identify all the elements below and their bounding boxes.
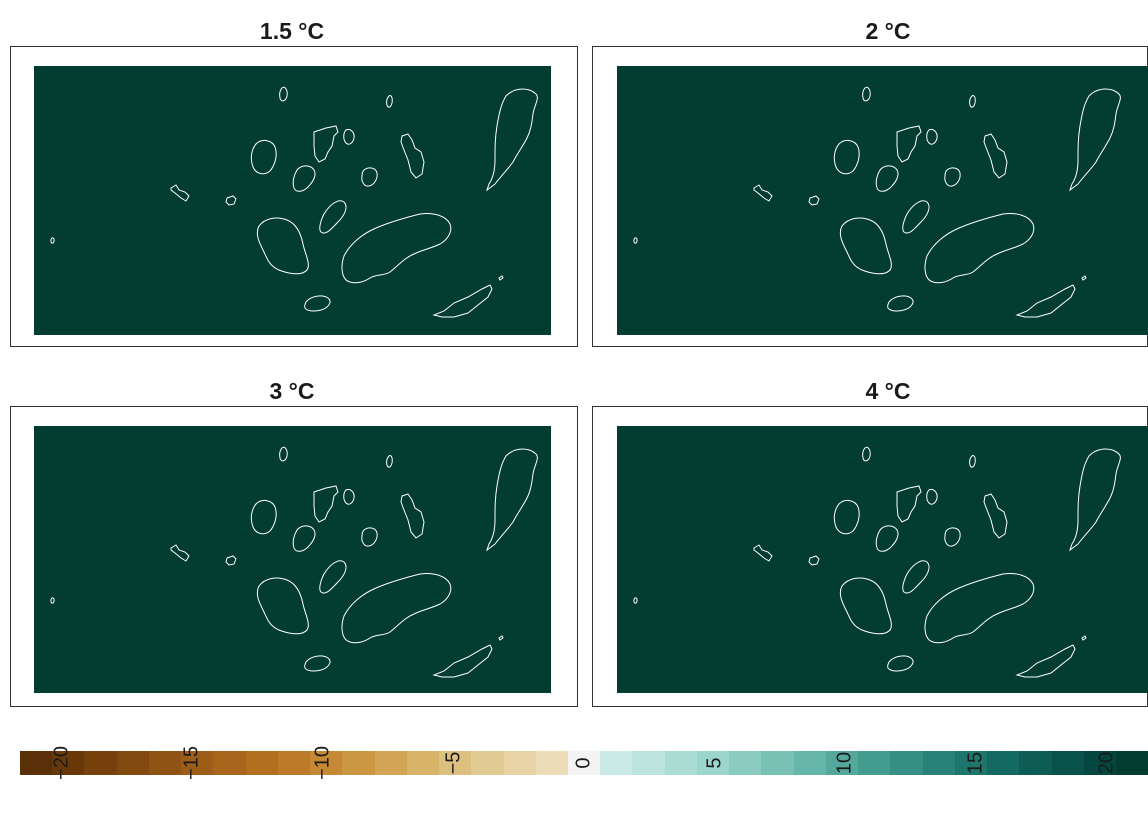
colorbar-tick-neg10: −10 (311, 746, 334, 780)
panel-title-2: 2 °C (865, 18, 911, 44)
colorbar-cell (1083, 751, 1116, 775)
map-3 (34, 426, 551, 693)
panel-title-3: 3 °C (269, 378, 315, 404)
colorbar-cell (1019, 751, 1052, 775)
colorbar-tick-neg5: −5 (442, 751, 465, 775)
colorbar-tick-20: 20 (1095, 751, 1118, 775)
colorbar-cell (793, 751, 826, 775)
colorbar-cell (632, 751, 665, 775)
colorbar-cell (1115, 751, 1148, 775)
map-land-fill (34, 66, 551, 335)
map-1 (34, 66, 551, 335)
colorbar-cell (761, 751, 794, 775)
colorbar-cell (277, 751, 311, 775)
map-4 (617, 426, 1148, 693)
panel-title-1: 1.5 °C (259, 18, 325, 44)
colorbar-tick-neg15: −15 (180, 746, 203, 780)
colorbar-cell (374, 751, 407, 775)
colorbar-cell (567, 751, 601, 775)
colorbar-cell (825, 751, 859, 775)
panel-title-4: 4 °C (865, 378, 911, 404)
colorbar-cell (148, 751, 182, 775)
colorbar-cell (84, 751, 117, 775)
colorbar-tick-15: 15 (964, 751, 987, 775)
colorbar-tick-10: 10 (833, 751, 856, 775)
colorbar-cell (116, 751, 149, 775)
colorbar-cell (181, 751, 214, 775)
colorbar-cell (406, 751, 440, 775)
colorbar-cell (696, 751, 730, 775)
colorbar-cell (600, 751, 633, 775)
colorbar-cell (535, 751, 568, 775)
colorbar (20, 751, 1148, 775)
colorbar-cell (439, 751, 472, 775)
map-2 (617, 66, 1148, 335)
colorbar-cell (503, 751, 536, 775)
colorbar-cell (987, 751, 1020, 775)
colorbar-cell (664, 751, 697, 775)
map-land-fill (617, 426, 1148, 693)
map-land-fill (617, 66, 1148, 335)
colorbar-cell (858, 751, 891, 775)
colorbar-cell (890, 751, 923, 775)
colorbar-tick-0: 0 (572, 757, 595, 769)
colorbar-cell (310, 751, 343, 775)
colorbar-cell (245, 751, 278, 775)
colorbar-cell (922, 751, 955, 775)
colorbar-cell (729, 751, 762, 775)
colorbar-cell (471, 751, 504, 775)
colorbar-cell (1051, 751, 1084, 775)
colorbar-cell (954, 751, 988, 775)
colorbar-cell (20, 751, 53, 775)
colorbar-cell (213, 751, 246, 775)
colorbar-tick-neg20: −20 (50, 746, 73, 780)
colorbar-cell (52, 751, 85, 775)
colorbar-cell (342, 751, 375, 775)
colorbar-tick-5: 5 (703, 757, 726, 769)
map-land-fill (34, 426, 551, 693)
